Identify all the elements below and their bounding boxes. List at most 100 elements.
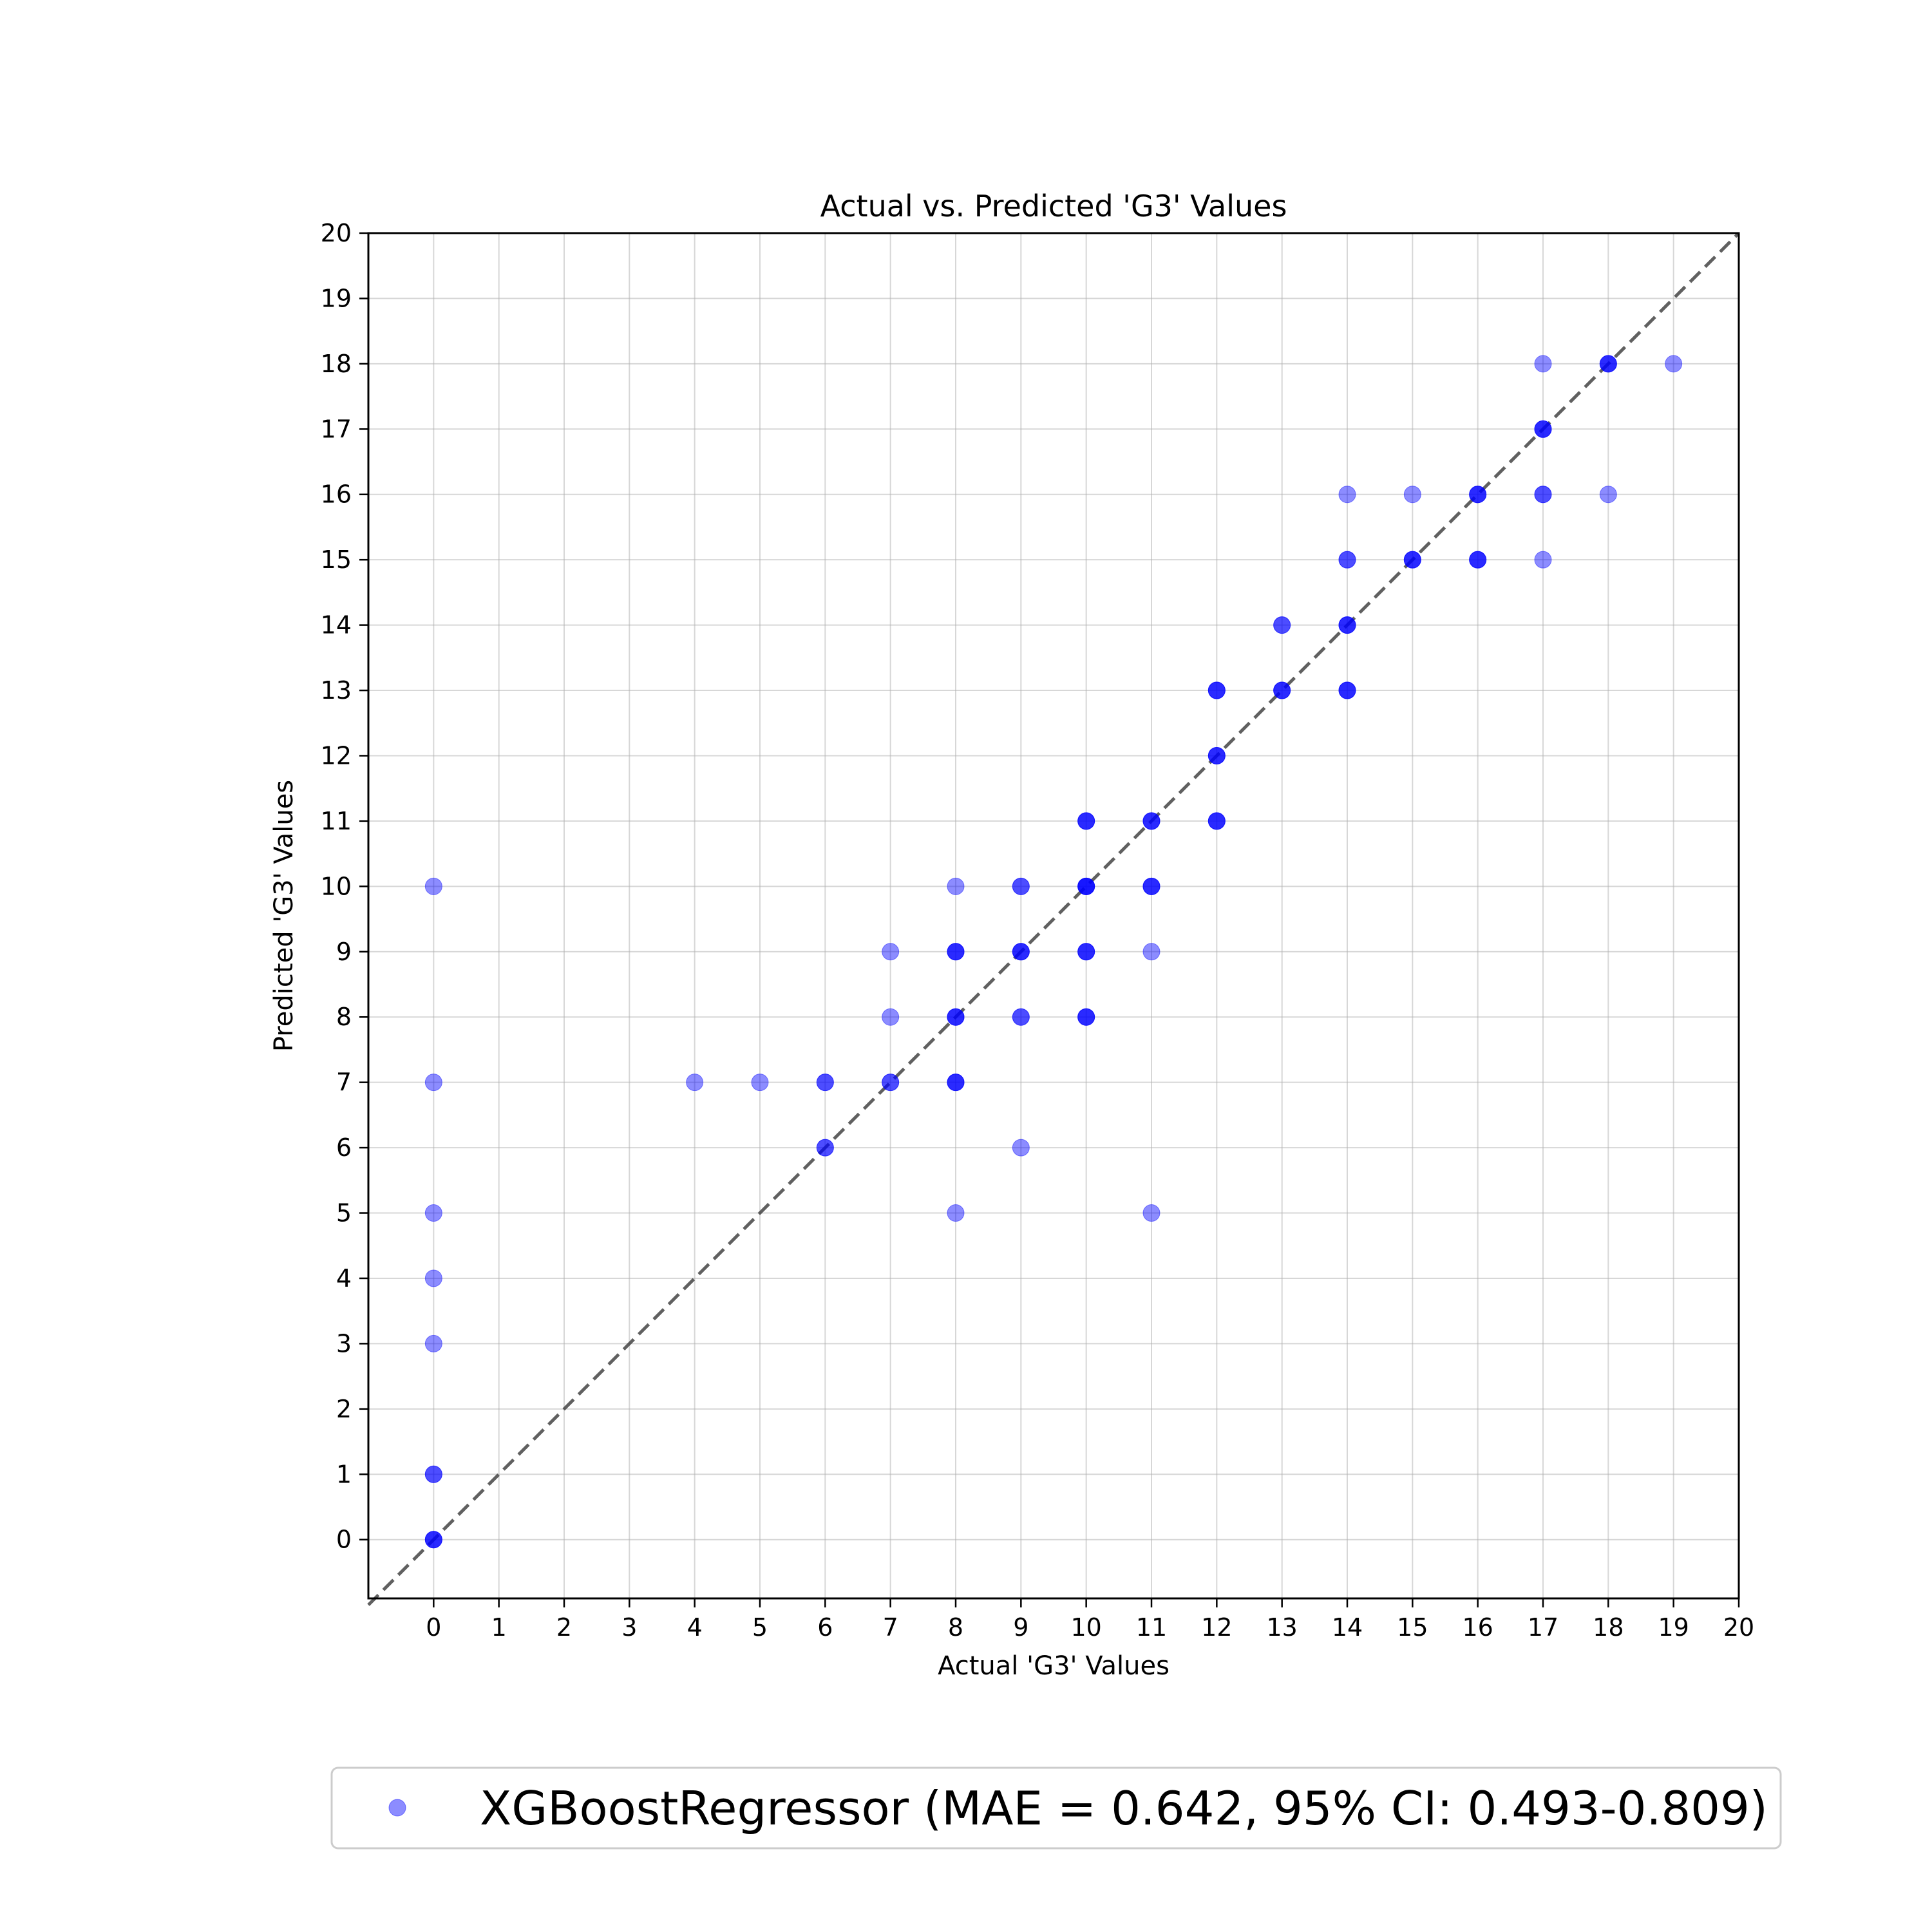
y-tick-label: 7	[336, 1068, 352, 1097]
x-tick-label: 4	[687, 1613, 703, 1642]
data-point	[1142, 812, 1160, 830]
data-point	[1403, 551, 1421, 569]
data-point	[1208, 681, 1226, 699]
data-point	[1142, 812, 1160, 830]
data-point	[1142, 877, 1160, 895]
y-tick-label: 5	[336, 1199, 352, 1227]
data-point	[947, 877, 965, 895]
data-point	[1534, 551, 1552, 569]
x-tick-label: 5	[752, 1613, 768, 1642]
data-point	[1273, 681, 1291, 699]
data-point	[947, 1074, 965, 1092]
y-tick-label: 15	[321, 545, 352, 574]
data-point	[947, 943, 965, 961]
data-point	[424, 1531, 442, 1549]
data-point	[816, 1074, 834, 1092]
x-axis-ticks: 0 1 2 3 4 5 6 7 8 9 10 11 12 13 14 15 16 17 18 19 20	[426, 1598, 1754, 1642]
data-point	[947, 1074, 965, 1092]
data-point	[1273, 681, 1291, 699]
y-tick-label: 1	[336, 1460, 352, 1488]
data-point	[1077, 943, 1095, 961]
data-point	[1077, 1008, 1095, 1026]
data-point	[1338, 681, 1356, 699]
data-point	[882, 1008, 900, 1026]
y-tick-label: 8	[336, 1003, 352, 1031]
data-point	[1338, 616, 1356, 634]
data-point	[1338, 551, 1356, 569]
data-point	[1077, 877, 1095, 895]
data-point	[1338, 681, 1356, 699]
data-point	[1077, 812, 1095, 830]
legend-marker	[388, 1799, 406, 1817]
data-point	[424, 1074, 442, 1092]
data-point	[1012, 1008, 1030, 1026]
x-tick-label: 10	[1070, 1613, 1101, 1642]
data-point	[1338, 486, 1356, 504]
data-point	[1077, 1008, 1095, 1026]
data-point	[1599, 355, 1617, 373]
gridlines	[368, 232, 1739, 1598]
data-point	[1012, 1008, 1030, 1026]
data-point	[1534, 355, 1552, 373]
data-point	[1403, 486, 1421, 504]
data-point	[1142, 943, 1160, 961]
data-point	[1142, 877, 1160, 895]
plot-frame	[367, 232, 1740, 1600]
data-point	[1469, 551, 1487, 569]
y-tick-label: 20	[321, 219, 352, 247]
legend: XGBoostRegressor (MAE = 0.642, 95% CI: 0…	[330, 1766, 1782, 1850]
data-point	[424, 1465, 442, 1483]
data-point	[1534, 486, 1552, 504]
data-point	[1208, 746, 1226, 764]
chart-title: Actual vs. Predicted 'G3' Values	[820, 189, 1287, 223]
data-point	[1012, 943, 1030, 961]
y-tick-label: 13	[321, 676, 352, 705]
y-tick-label: 0	[336, 1526, 352, 1554]
data-point	[1273, 681, 1291, 699]
data-point	[1077, 1008, 1095, 1026]
data-point	[751, 1074, 769, 1092]
perfect-prediction-line	[367, 232, 1740, 1606]
data-point	[1273, 616, 1291, 634]
data-point	[1142, 1204, 1160, 1222]
y-axis-label: Predicted 'G3' Values	[269, 780, 299, 1052]
data-point	[1012, 1139, 1030, 1157]
y-tick-label: 6	[336, 1133, 352, 1162]
x-tick-label: 16	[1462, 1613, 1493, 1642]
data-point	[1534, 420, 1552, 438]
data-point	[1338, 616, 1356, 634]
data-point	[1077, 877, 1095, 895]
y-tick-label: 11	[321, 807, 352, 835]
data-point	[882, 1074, 900, 1092]
data-point	[424, 1269, 442, 1287]
data-point	[1469, 486, 1487, 504]
y-tick-label: 19	[321, 284, 352, 312]
legend-label: XGBoostRegressor (MAE = 0.642, 95% CI: 0…	[480, 1781, 1768, 1835]
data-point	[424, 877, 442, 895]
data-point	[1338, 616, 1356, 634]
data-point	[1403, 551, 1421, 569]
x-tick-label: 6	[817, 1613, 833, 1642]
y-tick-label: 12	[321, 741, 352, 770]
y-tick-label: 4	[336, 1264, 352, 1293]
data-points	[424, 355, 1683, 1549]
data-point	[1077, 877, 1095, 895]
data-point	[947, 943, 965, 961]
x-axis-label: Actual 'G3' Values	[938, 1651, 1170, 1681]
data-point	[1012, 877, 1030, 895]
data-point	[424, 1531, 442, 1549]
data-point	[882, 943, 900, 961]
data-point	[1208, 812, 1226, 830]
data-point	[1665, 355, 1683, 373]
x-tick-label: 18	[1593, 1613, 1624, 1642]
x-tick-label: 1	[491, 1613, 507, 1642]
data-point	[1077, 812, 1095, 830]
data-point	[1599, 486, 1617, 504]
x-tick-label: 7	[883, 1613, 898, 1642]
data-point	[686, 1074, 704, 1092]
x-tick-label: 14	[1332, 1613, 1363, 1642]
data-point	[1012, 943, 1030, 961]
data-point	[1142, 877, 1160, 895]
data-point	[947, 1008, 965, 1026]
